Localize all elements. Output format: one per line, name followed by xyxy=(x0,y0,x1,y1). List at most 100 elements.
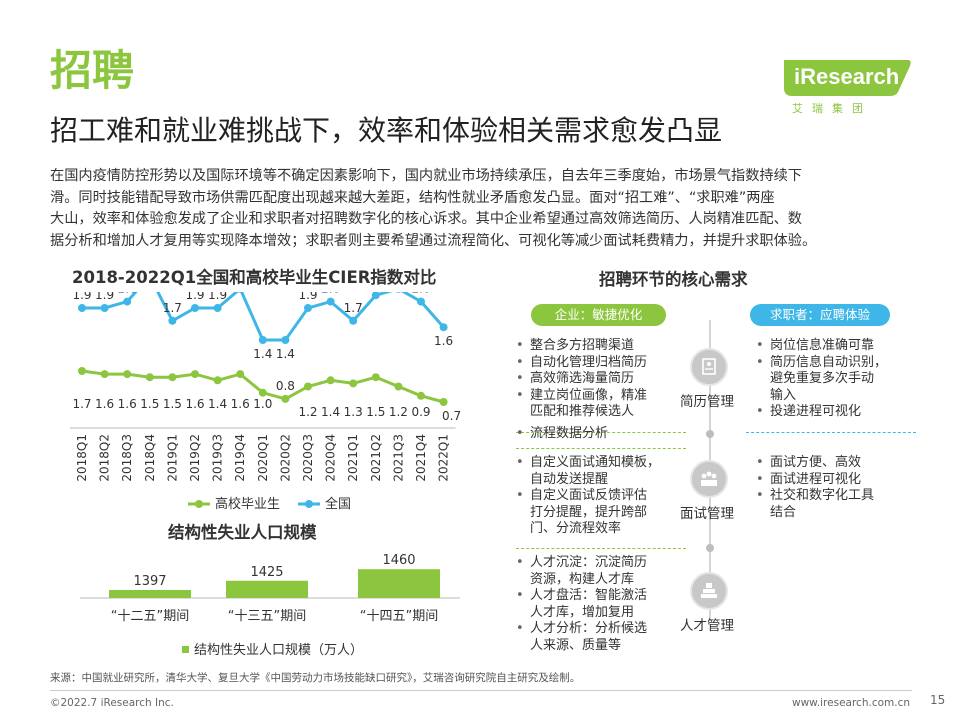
intro-paragraph: 在国内疫情防控形势以及国际环境等不确定因素影响下，国内就业市场持续承压，自去年三… xyxy=(50,166,920,252)
need-item-line: 建立岗位画像，精准 xyxy=(530,387,648,403)
data-point xyxy=(78,304,86,312)
bar-chart-title: 结构性失业人口规模 xyxy=(168,523,317,542)
intro-line: 据分析和增加人才复用等实现降本增效；求职者则主要希望通过流程简化、可视化等减少面… xyxy=(50,232,817,249)
data-point xyxy=(123,297,132,306)
talent-icon xyxy=(690,572,728,610)
data-point xyxy=(258,388,267,397)
need-item-line: 资源，构建人才库 xyxy=(530,571,635,587)
x-tick-label: 2022Q1 xyxy=(437,434,451,482)
data-label: 1.9 xyxy=(298,292,317,302)
data-point xyxy=(191,304,199,312)
legend-label: 高校毕业生 xyxy=(215,496,280,512)
copyright: ©2022.7 iResearch Inc. xyxy=(50,697,174,709)
logo-subtext: 艾瑞集团 xyxy=(792,102,872,115)
intro-line: 滑。同时技能错配导致市场供需匹配度出现越来越大差距，结构性就业矛盾愈发凸显。面对… xyxy=(50,189,775,206)
legend-swatch xyxy=(195,500,203,508)
x-tick-label: 2020Q2 xyxy=(278,434,292,482)
data-label: 1397 xyxy=(133,574,166,589)
data-point xyxy=(349,316,358,325)
x-tick-label: 2021Q2 xyxy=(369,434,383,482)
need-item-line: 投递进程可视化 xyxy=(770,404,862,419)
jobseeker-resume-needs: 岗位信息准确可靠简历信息自动识别，避免重复多次手动输入投递进程可视化 xyxy=(756,338,916,421)
need-item-line: 流程数据分析 xyxy=(530,426,609,441)
data-label: 2.0 xyxy=(411,292,430,296)
need-item-line: 避免重复多次手动 xyxy=(770,371,875,386)
resume-icon xyxy=(690,348,728,386)
need-item: 投递进程可视化 xyxy=(756,404,916,421)
data-label: 1.6 xyxy=(231,397,250,411)
data-point xyxy=(100,370,109,379)
page-number: 15 xyxy=(930,693,946,707)
data-point xyxy=(168,373,177,382)
need-item-line: 门、分流程效率 xyxy=(530,521,622,536)
intro-line: 在国内疫情防控形势以及国际环境等不确定因素影响下，国内就业市场持续承压，自去年三… xyxy=(50,168,802,184)
need-item-line: 自定义面试反馈评估 xyxy=(530,488,648,503)
needs-title: 招聘环节的核心需求 xyxy=(599,270,748,289)
series-line xyxy=(82,292,445,342)
data-label: 1.6 xyxy=(118,397,137,411)
data-label: 1.4 xyxy=(276,347,295,361)
data-label: 1425 xyxy=(250,565,283,580)
need-item-line: 整合多方招聘渠道 xyxy=(530,338,635,353)
legend-label: 全国 xyxy=(325,496,351,512)
data-point xyxy=(417,391,425,400)
data-point xyxy=(213,304,222,312)
x-tick-label: 2019Q1 xyxy=(165,434,179,482)
data-label: 1.9 xyxy=(185,292,204,302)
intro-line: 大山，效率和体验愈发成了企业和求职者对招聘数字化的核心诉求。其中企业希望通过高效… xyxy=(50,211,802,227)
data-label: 1.3 xyxy=(344,405,363,419)
need-item-line: 面试方便、高效 xyxy=(770,455,862,470)
stage-label-talent: 人才管理 xyxy=(680,618,734,634)
data-label: 1.5 xyxy=(140,397,159,411)
data-label: 1.0 xyxy=(253,397,272,411)
need-item-line: 自定义面试通知模板， xyxy=(530,455,661,470)
data-point xyxy=(78,367,86,375)
need-item-line: 自动发送提醒 xyxy=(530,471,609,487)
stage-label-interview: 面试管理 xyxy=(680,506,734,522)
data-label: 1.6 xyxy=(95,397,114,411)
need-item-line: 打分提醒，提升跨部 xyxy=(530,504,648,520)
x-tick-label: “十二五”期间 xyxy=(111,609,189,624)
need-item-line: 人才库，增加复用 xyxy=(530,604,635,620)
need-item: 岗位信息准确可靠 xyxy=(756,338,916,355)
page-title: 招聘 xyxy=(50,46,135,95)
need-item: 自动化管理归档简历 xyxy=(516,355,676,372)
footer-divider xyxy=(50,690,912,691)
data-point xyxy=(417,297,425,306)
x-tick-label: 2019Q4 xyxy=(233,434,247,482)
data-point xyxy=(396,292,401,293)
data-label: 1.4 xyxy=(253,347,272,361)
page-subtitle: 招工难和就业难挑战下，效率和体验相关需求愈发凸显 xyxy=(50,114,723,147)
x-tick-label: 2018Q3 xyxy=(120,434,134,482)
need-item-line: 面试进程可视化 xyxy=(770,471,862,487)
x-tick-label: 2018Q4 xyxy=(143,434,157,482)
x-tick-label: 2018Q2 xyxy=(98,434,112,482)
need-item: 高效筛选海量简历 xyxy=(516,371,676,388)
data-label: 1.9 xyxy=(95,292,114,302)
jobseeker-pill: 求职者：应聘体验 xyxy=(750,304,890,326)
need-item: 流程数据分析 xyxy=(516,426,676,443)
need-item-line: 人才沉淀：沉淀简历 xyxy=(530,555,648,570)
data-point xyxy=(281,394,290,403)
legend-swatch xyxy=(305,500,313,508)
data-label: 2.0 xyxy=(321,292,340,296)
x-tick-label: 2019Q2 xyxy=(188,434,202,482)
need-item: 整合多方招聘渠道 xyxy=(516,338,676,355)
enterprise-interview-needs: 自定义面试通知模板，自动发送提醒自定义面试反馈评估打分提醒，提升跨部门、分流程效… xyxy=(516,455,676,538)
divider xyxy=(746,432,916,433)
data-point xyxy=(213,376,222,385)
data-point xyxy=(326,376,335,385)
x-tick-label: 2020Q3 xyxy=(301,434,315,482)
divider xyxy=(516,548,686,549)
data-point xyxy=(304,382,312,391)
unemployment-bar-chart: 1397 “十二五”期间 1425 “十三五”期间 1460 “十四五”期间结构性失业人口… xyxy=(80,553,460,658)
data-label: 2.0 xyxy=(118,292,137,296)
data-label: 1460 xyxy=(382,553,415,568)
data-label: 1.4 xyxy=(321,405,340,419)
website-link[interactable]: www.iresearch.com.cn xyxy=(792,697,911,709)
data-label: 1.7 xyxy=(163,301,182,315)
data-point xyxy=(236,370,245,379)
data-point xyxy=(191,370,199,379)
